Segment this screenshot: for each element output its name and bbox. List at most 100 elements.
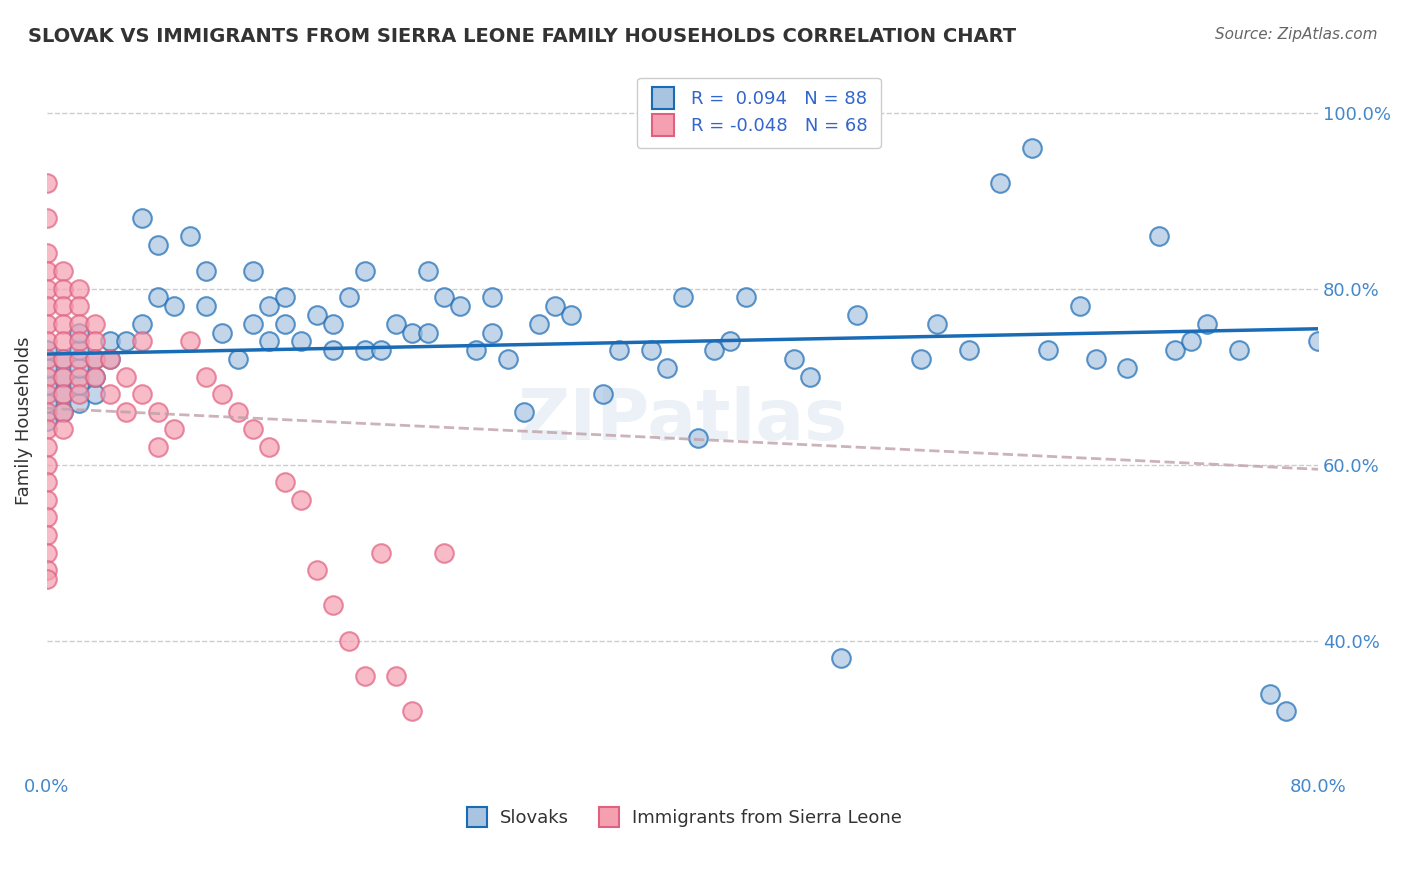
Point — [83, 334, 105, 349]
Point — [67, 299, 90, 313]
Point — [194, 299, 217, 313]
Point — [179, 228, 201, 243]
Point — [1180, 334, 1202, 349]
Point — [735, 290, 758, 304]
Point — [100, 351, 122, 366]
Point — [83, 351, 105, 366]
Text: ZIPatlas: ZIPatlas — [517, 386, 848, 455]
Point — [259, 299, 281, 313]
Point — [560, 308, 582, 322]
Point — [529, 317, 551, 331]
Point — [242, 264, 264, 278]
Point — [35, 440, 58, 454]
Point — [194, 369, 217, 384]
Text: SLOVAK VS IMMIGRANTS FROM SIERRA LEONE FAMILY HOUSEHOLDS CORRELATION CHART: SLOVAK VS IMMIGRANTS FROM SIERRA LEONE F… — [28, 27, 1017, 45]
Point — [67, 369, 90, 384]
Point — [418, 264, 440, 278]
Point — [35, 282, 58, 296]
Point — [544, 299, 567, 313]
Point — [35, 369, 58, 384]
Point — [35, 351, 58, 366]
Point — [52, 334, 75, 349]
Point — [401, 326, 423, 340]
Point — [274, 317, 297, 331]
Point — [83, 351, 105, 366]
Point — [52, 369, 75, 384]
Point — [52, 387, 75, 401]
Point — [211, 326, 233, 340]
Point — [353, 669, 375, 683]
Point — [449, 299, 471, 313]
Point — [1227, 343, 1250, 358]
Point — [1308, 334, 1330, 349]
Point — [1164, 343, 1187, 358]
Point — [370, 343, 392, 358]
Point — [35, 458, 58, 472]
Point — [353, 343, 375, 358]
Point — [52, 405, 75, 419]
Point — [35, 572, 58, 586]
Point — [512, 405, 534, 419]
Point — [52, 422, 75, 436]
Point — [52, 369, 75, 384]
Point — [67, 326, 90, 340]
Point — [322, 599, 344, 613]
Point — [35, 528, 58, 542]
Legend: Slovaks, Immigrants from Sierra Leone: Slovaks, Immigrants from Sierra Leone — [456, 802, 908, 834]
Point — [67, 378, 90, 392]
Point — [496, 351, 519, 366]
Point — [83, 317, 105, 331]
Point — [1275, 704, 1298, 718]
Point — [52, 317, 75, 331]
Point — [83, 369, 105, 384]
Point — [783, 351, 806, 366]
Point — [290, 492, 312, 507]
Point — [35, 546, 58, 560]
Point — [35, 334, 58, 349]
Point — [259, 334, 281, 349]
Point — [1084, 351, 1107, 366]
Point — [337, 290, 360, 304]
Point — [35, 343, 58, 358]
Point — [35, 246, 58, 260]
Point — [52, 351, 75, 366]
Point — [35, 211, 58, 226]
Point — [163, 422, 186, 436]
Point — [146, 237, 169, 252]
Point — [35, 264, 58, 278]
Point — [146, 290, 169, 304]
Y-axis label: Family Households: Family Households — [15, 336, 32, 505]
Point — [688, 431, 710, 445]
Point — [35, 405, 58, 419]
Point — [433, 290, 456, 304]
Point — [115, 334, 138, 349]
Point — [718, 334, 741, 349]
Point — [83, 387, 105, 401]
Point — [83, 369, 105, 384]
Point — [703, 343, 725, 358]
Point — [35, 510, 58, 524]
Point — [433, 546, 456, 560]
Point — [146, 405, 169, 419]
Point — [671, 290, 693, 304]
Point — [35, 387, 58, 401]
Point — [259, 440, 281, 454]
Point — [353, 264, 375, 278]
Point — [146, 440, 169, 454]
Point — [1036, 343, 1059, 358]
Point — [131, 387, 153, 401]
Point — [401, 704, 423, 718]
Point — [910, 351, 932, 366]
Point — [385, 669, 408, 683]
Point — [67, 360, 90, 375]
Point — [131, 211, 153, 226]
Point — [607, 343, 630, 358]
Point — [67, 351, 90, 366]
Point — [242, 422, 264, 436]
Point — [226, 351, 249, 366]
Point — [35, 563, 58, 577]
Point — [35, 176, 58, 190]
Point — [163, 299, 186, 313]
Point — [52, 299, 75, 313]
Point — [655, 360, 678, 375]
